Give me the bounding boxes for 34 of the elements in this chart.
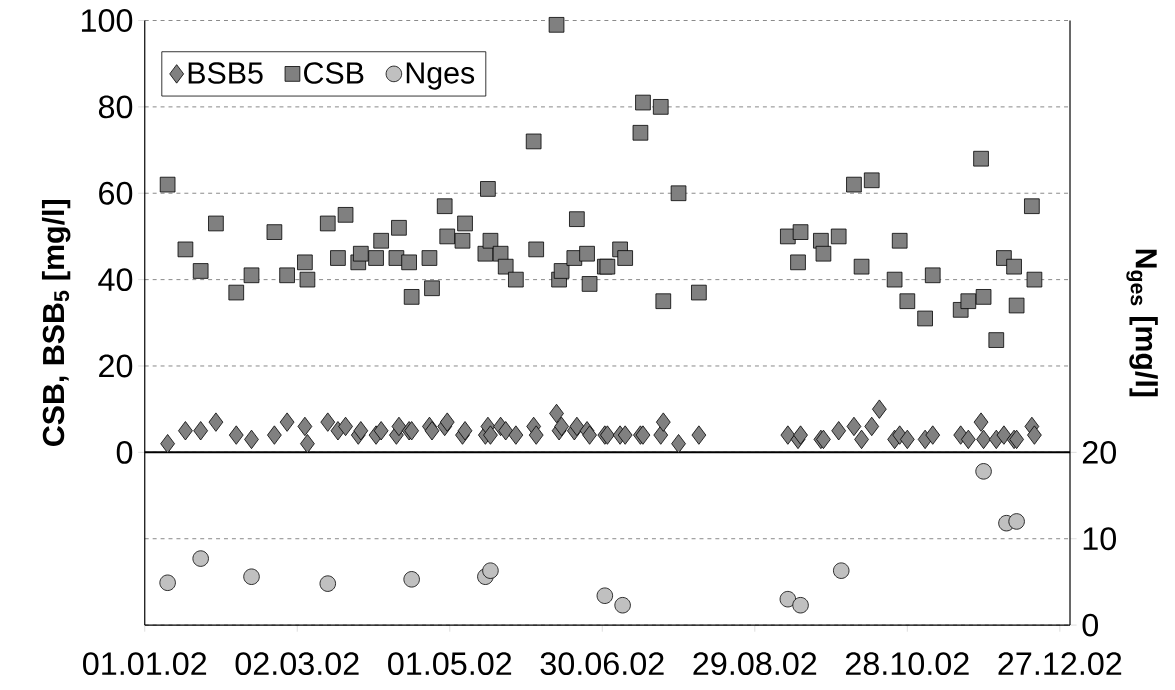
y-tick-label: 100 xyxy=(81,8,133,32)
y2-tick-label: 0 xyxy=(1082,613,1098,637)
point xyxy=(975,462,992,480)
point xyxy=(596,587,614,604)
y-tick-label: 40 xyxy=(98,267,133,291)
y-tick-label: 80 xyxy=(98,95,133,119)
point xyxy=(159,574,176,591)
y-tick-label: 20 xyxy=(99,354,133,378)
legend-label: Nges xyxy=(406,62,475,90)
x-tick-label: 01.01.02 xyxy=(83,651,207,675)
point xyxy=(319,575,336,592)
y2-tick-label: 20 xyxy=(1082,440,1116,464)
point xyxy=(403,570,420,588)
x-tick-label: 01.05.02 xyxy=(388,651,512,675)
point xyxy=(243,568,260,585)
y-tick-label: 60 xyxy=(99,181,133,205)
point xyxy=(482,562,499,579)
x-tick-label: 29.08.02 xyxy=(693,651,817,675)
y2-axis-title: N$_{ges}$ [mg/l] xyxy=(1126,249,1158,397)
y-axis-title: CSB, BSB$_{5}$ [mg/l] xyxy=(41,199,71,446)
x-tick-label: 28.10.02 xyxy=(845,651,969,675)
y2-tick-label: 10 xyxy=(1083,527,1116,550)
y-tick-label: 0 xyxy=(116,440,133,464)
x-tick-label: 30.06.02 xyxy=(540,651,664,675)
point xyxy=(1008,513,1025,530)
point xyxy=(614,596,631,614)
point xyxy=(833,562,850,579)
point xyxy=(779,590,797,608)
point xyxy=(192,550,209,567)
x-tick-label: 02.03.02 xyxy=(235,651,359,675)
legend-label: BSB5 xyxy=(188,62,263,84)
legend-label: CSB xyxy=(304,62,364,84)
point xyxy=(792,596,809,614)
x-tick-label: 27.12.02 xyxy=(998,651,1122,675)
